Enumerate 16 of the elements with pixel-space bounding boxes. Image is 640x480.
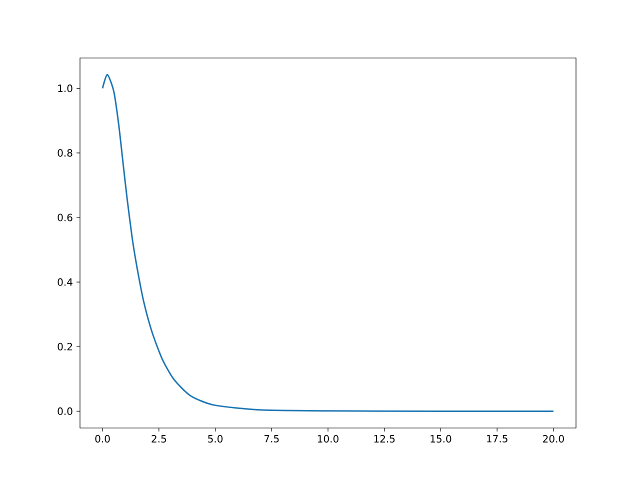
y-tick-label: 0.4	[58, 278, 72, 286]
y-tick-label: 0.8	[58, 149, 72, 157]
x-tick-label: 17.5	[487, 435, 508, 442]
y-tick-label: 0.0	[58, 407, 72, 415]
x-tick-label: 0.0	[95, 435, 110, 443]
y-tick-label: 1.0	[58, 84, 72, 92]
x-tick-label: 20.0	[543, 435, 564, 443]
x-tick-label: 2.5	[152, 435, 166, 443]
x-tick-label: 5.0	[208, 435, 223, 443]
x-tick-label: 15.0	[430, 435, 452, 443]
x-tick-label: 10.0	[318, 435, 338, 443]
y-tick-label: 0.2	[58, 342, 72, 350]
x-tick-label: 7.5	[264, 435, 279, 442]
line-series	[102, 74, 554, 412]
y-tick-label: 0.6	[58, 214, 72, 222]
x-tick-label: 12.5	[374, 435, 395, 443]
